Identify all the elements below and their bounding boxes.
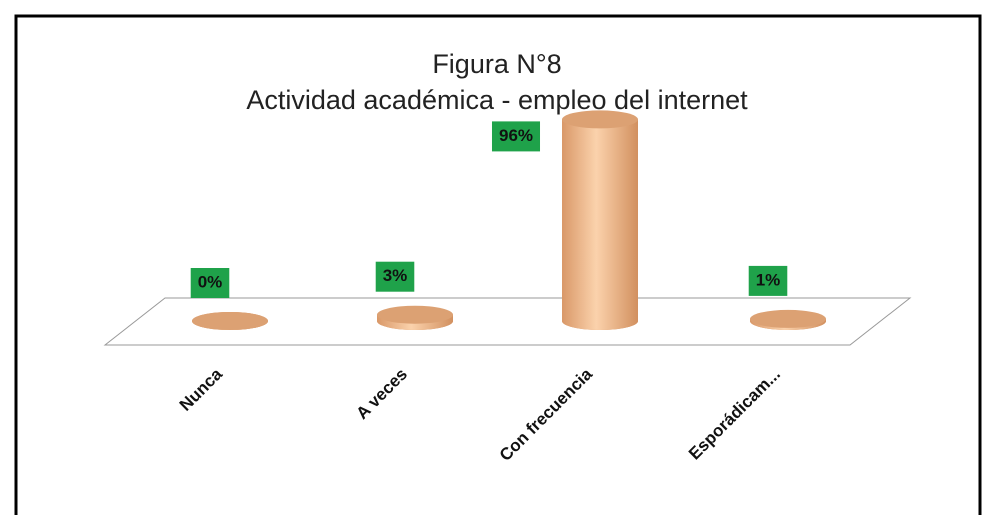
frame bbox=[14, 14, 982, 515]
value-label: 1% bbox=[748, 265, 788, 296]
value-label-text: 0% bbox=[198, 272, 223, 291]
value-label: 3% bbox=[375, 261, 415, 292]
chart-subtitle: Actividad académica - empleo del interne… bbox=[246, 85, 748, 115]
value-label-box bbox=[491, 121, 541, 152]
value-label-box bbox=[375, 261, 415, 292]
value-label-text: 96% bbox=[499, 126, 533, 145]
value-label-box bbox=[748, 265, 788, 296]
value-label: 0% bbox=[190, 268, 230, 298]
cylinder-top bbox=[192, 312, 268, 330]
cylinder-top bbox=[562, 110, 638, 129]
chart-title: Figura N°8 bbox=[432, 49, 561, 79]
cylinder bbox=[750, 309, 826, 330]
cylinder bbox=[192, 312, 268, 330]
cylinder bbox=[377, 305, 453, 330]
floor bbox=[103, 297, 912, 346]
cylinder bbox=[562, 110, 638, 331]
value-label: 96% bbox=[491, 121, 541, 152]
cylinder-body bbox=[562, 119, 638, 331]
cylinder-top bbox=[750, 309, 826, 328]
value-label-box bbox=[190, 268, 230, 298]
cylinder-top bbox=[377, 305, 453, 324]
value-label-text: 1% bbox=[756, 270, 781, 289]
value-label-text: 3% bbox=[383, 266, 408, 285]
